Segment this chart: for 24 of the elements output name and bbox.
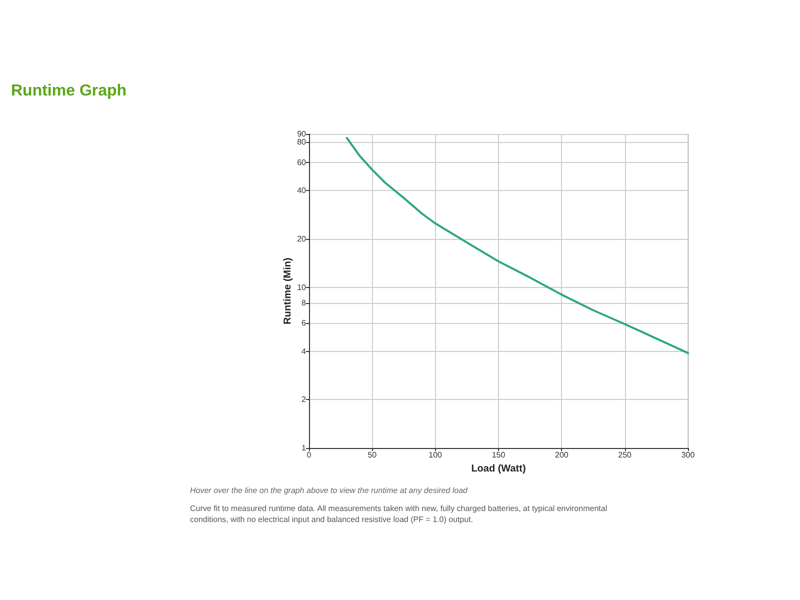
x-tick-label: 100	[428, 450, 443, 460]
text: Hover over the line on the graph above to view the runtime at any desired load	[190, 486, 468, 495]
y-tick-label: 40	[297, 186, 307, 196]
line-series	[346, 136, 689, 354]
y-tick-label: 60	[297, 158, 307, 167]
x-tick-label: 300	[681, 450, 696, 460]
x-tick-label: 0	[306, 450, 312, 460]
x-tick-label: 200	[554, 450, 569, 460]
x-tick-label: 250	[618, 450, 632, 460]
text: Curve fit to measured runtime data. All measurements taken with new, fully charged batteries, at typical environmental conditions, with no electrical input and balanced resistive load (PF = 1.0) output.	[190, 504, 608, 524]
y-tick-label: 20	[297, 234, 307, 244]
x-axis-title: Load (Watt)	[471, 463, 526, 474]
y-axis-title: Runtime (Min)	[282, 258, 294, 324]
y-tick-label: 8	[302, 298, 307, 308]
text: Runtime Graph	[11, 82, 127, 100]
y-tick-label: 1	[302, 444, 307, 452]
y-tick-label: 6	[302, 318, 307, 328]
y-tick-label: 4	[302, 346, 307, 356]
y-tick-label: 80	[297, 138, 307, 147]
x-tick-label: 150	[492, 450, 506, 460]
x-tick-label: 50	[368, 450, 378, 460]
y-tick-label: 90	[297, 130, 307, 138]
y-tick-label: 2	[302, 395, 307, 404]
y-tick-label: 10	[297, 282, 307, 292]
